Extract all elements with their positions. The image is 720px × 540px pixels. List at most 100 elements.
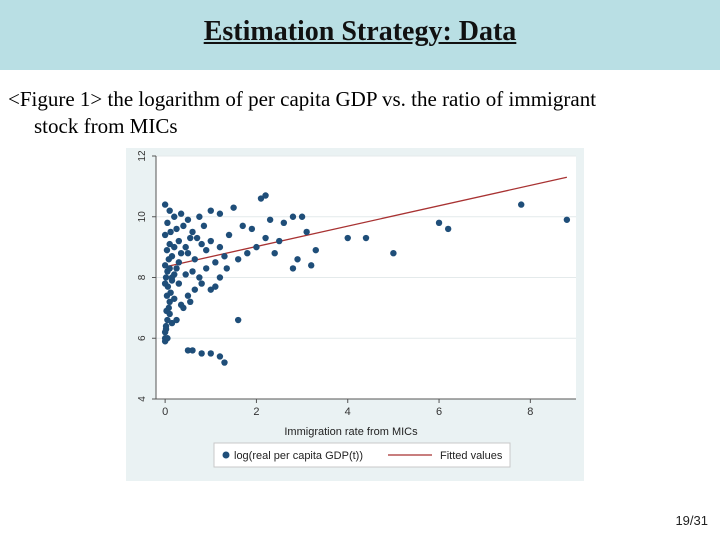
data-point-48 bbox=[216, 210, 224, 217]
data-point-96 bbox=[435, 219, 443, 227]
data-point-21 bbox=[177, 250, 185, 257]
data-point-42 bbox=[166, 207, 173, 214]
data-point-17 bbox=[161, 262, 169, 269]
data-point-16 bbox=[173, 265, 180, 272]
data-point-66 bbox=[173, 316, 180, 324]
data-point-10 bbox=[161, 280, 169, 287]
legend-fit-label: Fitted values bbox=[440, 450, 503, 462]
caption-line-2: stock from MICs bbox=[34, 114, 178, 138]
data-point-85 bbox=[280, 219, 288, 227]
x-tick-labels: 0 2 4 6 8 bbox=[162, 399, 533, 418]
x-tick-label-0: 0 bbox=[162, 406, 168, 418]
data-point-67 bbox=[180, 304, 187, 312]
data-point-103 bbox=[207, 350, 214, 357]
y-tick-label-4: 12 bbox=[137, 150, 148, 162]
data-point-41 bbox=[171, 213, 178, 220]
data-point-97 bbox=[444, 225, 452, 233]
data-point-75 bbox=[244, 250, 251, 257]
data-point-45 bbox=[184, 216, 192, 223]
data-point-27 bbox=[187, 234, 194, 242]
data-point-55 bbox=[203, 265, 210, 272]
data-point-26 bbox=[175, 237, 183, 245]
data-point-87 bbox=[298, 213, 306, 220]
data-point-24 bbox=[182, 243, 189, 251]
x-tick-label-1: 2 bbox=[253, 406, 259, 418]
data-point-94 bbox=[362, 234, 370, 242]
data-point-36 bbox=[191, 256, 199, 263]
slide-title: Estimation Strategy: Data bbox=[203, 16, 517, 47]
data-point-64 bbox=[198, 280, 205, 287]
chart-panel: 4 6 8 10 12 0 2 4 6 8 Immigration rate from MICs… bbox=[126, 148, 584, 481]
x-tick-label-2: 4 bbox=[345, 406, 351, 418]
data-point-37 bbox=[203, 246, 210, 254]
data-point-68 bbox=[187, 298, 194, 305]
data-point-95 bbox=[390, 250, 397, 257]
data-point-81 bbox=[248, 225, 256, 233]
data-point-93 bbox=[344, 234, 351, 242]
data-point-74 bbox=[234, 256, 242, 263]
data-point-71 bbox=[212, 283, 219, 290]
data-point-63 bbox=[191, 286, 199, 293]
data-point-43 bbox=[161, 201, 169, 208]
data-point-108 bbox=[164, 335, 171, 342]
x-tick-label-4: 8 bbox=[527, 406, 533, 418]
data-point-86 bbox=[289, 213, 297, 220]
data-point-20 bbox=[168, 253, 176, 260]
data-point-98 bbox=[518, 201, 525, 208]
data-point-101 bbox=[189, 347, 196, 354]
fitted-values-line bbox=[164, 176, 568, 268]
data-point-54 bbox=[196, 274, 203, 281]
legend-box bbox=[213, 442, 511, 468]
data-point-32 bbox=[189, 228, 196, 236]
data-point-29 bbox=[167, 228, 174, 236]
data-point-88 bbox=[303, 228, 310, 236]
data-point-6 bbox=[166, 298, 173, 305]
legend-point-marker bbox=[222, 451, 230, 459]
data-point-60 bbox=[171, 295, 178, 302]
scatter-chart: 4 6 8 10 12 0 2 4 6 8 Immigration rate from MICs… bbox=[137, 150, 576, 468]
figure-caption: <Figure 1> the logarithm of per capita G… bbox=[8, 86, 708, 140]
caption-line-1: <Figure 1> the logarithm of per capita G… bbox=[8, 87, 597, 111]
data-point-91 bbox=[289, 265, 297, 272]
data-point-109 bbox=[162, 325, 170, 333]
data-point-106 bbox=[234, 316, 242, 324]
page-number: 19/31 bbox=[675, 513, 708, 528]
y-tick-label-2: 8 bbox=[137, 274, 148, 280]
data-point-44 bbox=[177, 210, 185, 217]
scatter-points bbox=[161, 192, 571, 366]
data-point-77 bbox=[262, 234, 269, 242]
data-point-100 bbox=[184, 347, 192, 354]
data-point-23 bbox=[171, 243, 178, 251]
data-point-82 bbox=[257, 195, 265, 202]
legend-scatter-label: log(real per capita GDP(t)) bbox=[234, 450, 363, 462]
data-point-90 bbox=[312, 246, 319, 254]
data-point-30 bbox=[173, 225, 180, 233]
data-point-102 bbox=[198, 350, 205, 357]
y-tick-label-0: 4 bbox=[137, 396, 148, 402]
data-point-39 bbox=[200, 222, 208, 230]
data-point-70 bbox=[207, 286, 214, 293]
data-point-73 bbox=[223, 265, 230, 272]
data-point-25 bbox=[166, 240, 173, 248]
data-point-58 bbox=[216, 243, 224, 251]
data-point-15 bbox=[166, 265, 173, 272]
data-point-18 bbox=[175, 259, 183, 266]
data-point-52 bbox=[182, 271, 189, 278]
data-point-104 bbox=[216, 353, 224, 360]
data-point-8 bbox=[167, 289, 174, 296]
data-point-76 bbox=[253, 243, 260, 251]
data-point-12 bbox=[162, 274, 170, 281]
data-point-22 bbox=[163, 246, 171, 254]
data-point-80 bbox=[239, 222, 246, 230]
y-tick-labels: 4 6 8 10 12 bbox=[137, 150, 156, 402]
data-point-92 bbox=[308, 262, 315, 269]
data-point-79 bbox=[276, 237, 283, 245]
x-tick-label-3: 6 bbox=[436, 406, 442, 418]
data-point-83 bbox=[262, 192, 269, 199]
data-point-51 bbox=[175, 280, 183, 287]
data-point-47 bbox=[207, 207, 214, 214]
data-point-31 bbox=[180, 222, 187, 230]
data-point-78 bbox=[271, 250, 278, 257]
y-tick-label-1: 6 bbox=[137, 335, 148, 341]
data-point-5 bbox=[165, 304, 172, 312]
